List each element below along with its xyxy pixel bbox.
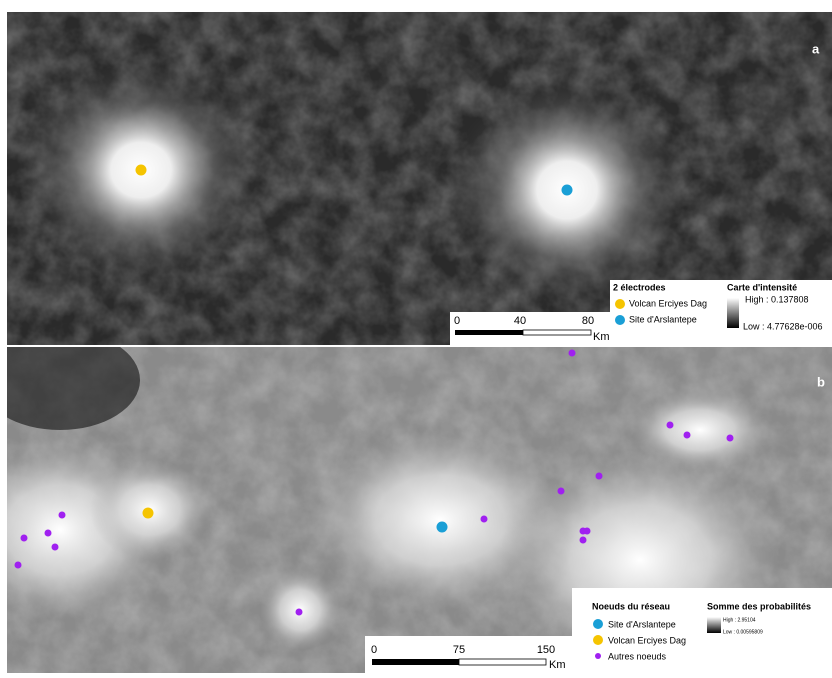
scale-tick: 40 bbox=[514, 315, 526, 327]
legend-title: Noeuds du réseau bbox=[592, 601, 670, 611]
legend-swatch bbox=[593, 619, 603, 629]
map-a bbox=[7, 12, 832, 345]
scale-tick: 0 bbox=[371, 644, 377, 656]
legend-item: Site d'Arslantepe bbox=[629, 314, 697, 324]
ramp bbox=[707, 617, 721, 633]
scale-tick: 80 bbox=[582, 315, 594, 327]
panel-label: a bbox=[812, 41, 820, 56]
legend-item: Site d'Arslantepe bbox=[608, 619, 676, 629]
scale-tick: 150 bbox=[537, 644, 555, 656]
scale-box bbox=[365, 636, 572, 673]
ramp-title: Somme des probabilités bbox=[707, 601, 811, 611]
scale-tick: 75 bbox=[453, 644, 465, 656]
legend-item: Volcan Erciyes Dag bbox=[608, 635, 686, 645]
ramp-high: High : 2.95104 bbox=[723, 617, 756, 623]
legend-box bbox=[572, 588, 832, 673]
scale-unit: Km bbox=[549, 659, 566, 671]
scale-unit: Km bbox=[593, 331, 610, 343]
marker-erciyes bbox=[135, 164, 147, 176]
scale-bar bbox=[522, 329, 592, 336]
panel-label: b bbox=[817, 374, 825, 389]
legend-title: 2 électrodes bbox=[613, 282, 666, 292]
legend-swatch bbox=[615, 315, 625, 325]
legend-item: Volcan Erciyes Dag bbox=[629, 298, 707, 308]
ramp-low: Low : 0.00595809 bbox=[723, 629, 763, 635]
legend-item: Autres noeuds bbox=[608, 651, 667, 661]
marker-arslantepe bbox=[436, 521, 448, 533]
legend-swatch bbox=[615, 299, 625, 309]
scale-box bbox=[450, 312, 610, 345]
ramp bbox=[727, 298, 739, 328]
marker-erciyes bbox=[142, 507, 154, 519]
legend-swatch bbox=[593, 635, 603, 645]
scale-bar bbox=[455, 330, 523, 335]
legend-box bbox=[610, 280, 832, 345]
legend-swatch bbox=[595, 653, 601, 659]
marker-arslantepe bbox=[561, 184, 573, 196]
other-nodes bbox=[14, 349, 734, 616]
ramp-title: Carte d'intensité bbox=[727, 282, 797, 292]
scale-bar bbox=[458, 658, 547, 666]
ramp-low: Low : 4.77628e-006 bbox=[743, 321, 823, 331]
ramp-high: High : 0.137808 bbox=[745, 294, 809, 304]
scale-bar bbox=[372, 659, 459, 665]
scale-tick: 0 bbox=[454, 315, 460, 327]
